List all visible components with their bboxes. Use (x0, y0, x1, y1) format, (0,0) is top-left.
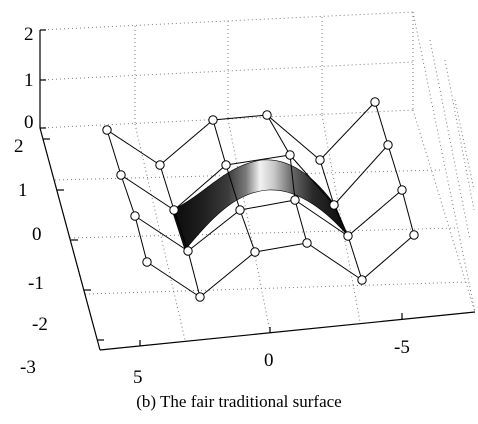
control-net-edge (187, 209, 241, 252)
control-net-edge (266, 114, 321, 161)
control-point (329, 200, 339, 210)
grid-line (321, 114, 361, 323)
control-net-edge (225, 164, 241, 211)
control-point (302, 238, 312, 248)
grid-line (39, 61, 414, 81)
control-net-edge (134, 215, 189, 252)
control-net-edge (319, 159, 335, 206)
control-net-edge (387, 144, 403, 191)
grid-line (412, 109, 476, 313)
control-point (357, 275, 367, 285)
grid-line (84, 281, 469, 295)
control-point (285, 150, 295, 160)
control-net-edge (239, 199, 296, 211)
control-net-edge (120, 174, 136, 217)
control-point (116, 170, 126, 180)
control-point (208, 115, 218, 125)
grid-line (412, 11, 476, 313)
x-axis-line (99, 311, 476, 351)
control-net-edge (173, 164, 227, 211)
grid-line (429, 39, 471, 241)
control-net-edge (106, 129, 161, 166)
fair-surface (171, 159, 349, 251)
control-points (102, 97, 419, 302)
control-point (397, 185, 407, 195)
y-tick-label: 1 (18, 180, 28, 201)
control-point (370, 97, 380, 107)
control-point (315, 155, 325, 165)
y-tick-label: -2 (32, 314, 48, 335)
control-net-edge (212, 114, 268, 121)
control-point (343, 231, 353, 241)
control-point (183, 246, 193, 256)
control-net-edge (347, 235, 363, 281)
control-point (169, 205, 179, 215)
control-point (102, 125, 112, 135)
control-point (290, 195, 300, 205)
control-point (235, 205, 245, 215)
y-tick-label: -3 (20, 357, 36, 378)
x-tick-label: -5 (394, 337, 410, 358)
control-net-edge (333, 144, 389, 206)
control-point (221, 160, 231, 170)
grid-line (454, 99, 475, 191)
control-point (142, 257, 152, 267)
control-net-edge (289, 154, 335, 206)
control-net-edge (212, 119, 227, 166)
control-net-edge (374, 101, 389, 146)
y-tick-label: -1 (28, 273, 44, 294)
grid-line (444, 59, 475, 211)
grid-line (134, 123, 186, 341)
control-net-edge (289, 154, 296, 201)
control-net-edge (401, 189, 415, 236)
control-net-edge (347, 189, 403, 237)
y-tick-label: 0 (32, 224, 42, 245)
control-net-edge (106, 129, 122, 176)
control-net-edge (319, 101, 376, 161)
control-net-edge (254, 242, 308, 253)
control-net-edge (159, 164, 175, 211)
control-point (250, 247, 260, 257)
control-point (409, 230, 419, 240)
control-point (195, 292, 205, 302)
control-net-edge (333, 204, 349, 237)
control-net-edge (361, 234, 415, 281)
control-net-edge (294, 199, 308, 244)
z-tick-label: 0 (24, 112, 34, 133)
control-net-edge (187, 250, 201, 298)
control-net-edge (134, 215, 148, 263)
control-point (262, 110, 272, 120)
control-point (383, 140, 393, 150)
control-net-edge (266, 114, 291, 156)
y-tick-label: 2 (14, 136, 24, 157)
z-tick-label: 2 (24, 24, 34, 45)
x-tick-label: 5 (133, 367, 143, 388)
x-tick-label: 0 (264, 350, 274, 371)
control-point (130, 211, 140, 221)
y-axis-line (39, 127, 101, 351)
control-net-edge (199, 251, 256, 298)
control-net-edge (173, 209, 189, 252)
z-tick-label: 1 (24, 70, 34, 91)
control-point (155, 160, 165, 170)
control-net-edge (294, 199, 349, 237)
grid-line (69, 227, 456, 239)
grid-line (227, 118, 271, 333)
axes (39, 29, 476, 351)
control-net-edge (146, 261, 201, 298)
control-net (106, 101, 415, 298)
control-net-edge (159, 119, 214, 166)
grid-line (39, 11, 414, 31)
control-net-edge (120, 174, 175, 211)
figure-caption: (b) The fair traditional surface (136, 392, 342, 411)
control-net-edge (306, 242, 363, 281)
control-net-edge (225, 154, 291, 166)
control-net-edge (239, 209, 256, 253)
